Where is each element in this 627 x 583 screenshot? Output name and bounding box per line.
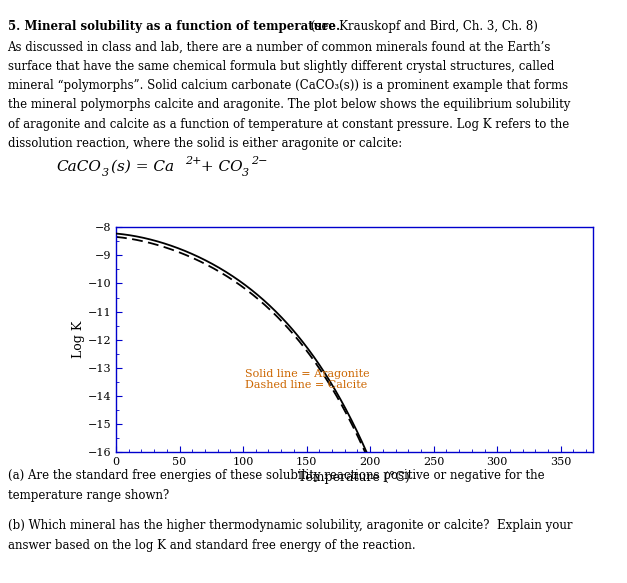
Text: 2+: 2+	[185, 156, 201, 166]
Text: 5. Mineral solubility as a function of temperature.: 5. Mineral solubility as a function of t…	[8, 20, 340, 33]
Text: 3: 3	[102, 168, 108, 178]
Text: (b) Which mineral has the higher thermodynamic solubility, aragonite or calcite?: (b) Which mineral has the higher thermod…	[8, 519, 572, 532]
Text: + CO: + CO	[196, 160, 242, 174]
Text: the mineral polymorphs calcite and aragonite. The plot below shows the equilibri: the mineral polymorphs calcite and arago…	[8, 99, 570, 111]
Text: 2−: 2−	[251, 156, 268, 166]
Text: As discussed in class and lab, there are a number of common minerals found at th: As discussed in class and lab, there are…	[8, 41, 551, 54]
Text: temperature range shown?: temperature range shown?	[8, 489, 169, 501]
Text: CaCO: CaCO	[56, 160, 102, 174]
Text: (see Krauskopf and Bird, Ch. 3, Ch. 8): (see Krauskopf and Bird, Ch. 3, Ch. 8)	[307, 20, 538, 33]
Y-axis label: Log K: Log K	[71, 321, 85, 359]
Text: surface that have the same chemical formula but slightly different crystal struc: surface that have the same chemical form…	[8, 60, 554, 73]
Text: (s) = Ca: (s) = Ca	[111, 160, 174, 174]
Text: of aragonite and calcite as a function of temperature at constant pressure. Log : of aragonite and calcite as a function o…	[8, 118, 569, 131]
Text: mineral “polymorphs”. Solid calcium carbonate (CaCO₃(s)) is a prominent example : mineral “polymorphs”. Solid calcium carb…	[8, 79, 567, 92]
Text: dissolution reaction, where the solid is either aragonite or calcite:: dissolution reaction, where the solid is…	[8, 137, 402, 150]
Text: answer based on the log K and standard free energy of the reaction.: answer based on the log K and standard f…	[8, 539, 415, 552]
Text: (a) Are the standard free energies of these solubility reactions positive or neg: (a) Are the standard free energies of th…	[8, 469, 544, 482]
Text: 3: 3	[242, 168, 249, 178]
Text: Solid line = Aragonite
Dashed line = Calcite: Solid line = Aragonite Dashed line = Cal…	[245, 369, 369, 391]
X-axis label: Temperature (°C): Temperature (°C)	[298, 471, 410, 484]
